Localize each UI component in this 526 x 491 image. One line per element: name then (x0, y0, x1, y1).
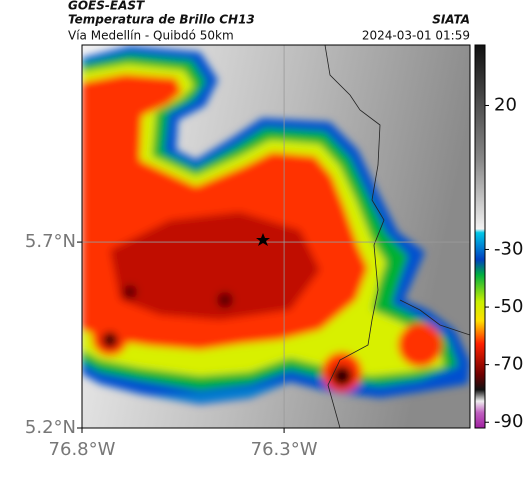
timestamp: 2024-03-01 01:59 (362, 29, 470, 43)
colorbar (474, 44, 486, 429)
region: Vía Medellín - Quibdó 50km (68, 29, 234, 43)
source: SIATA (432, 13, 470, 27)
lat-tick-label: 5.2°N (25, 417, 76, 438)
city-marker (256, 233, 270, 246)
header: GOES-EAST Temperatura de Brillo CH13 Vía… (68, 0, 470, 43)
colorbar-tick-label: -90 (494, 411, 523, 432)
colorbar-tick-label: -70 (494, 354, 523, 375)
colorbar-tick-label: -30 (494, 238, 523, 259)
lon-tick-label: 76.8°W (49, 439, 116, 460)
imagery (82, 45, 470, 428)
lat-tick-label: 5.7°N (25, 231, 76, 252)
lon-tick-label: 76.3°W (251, 439, 318, 460)
map-frame (81, 44, 471, 429)
product: Temperatura de Brillo CH13 (68, 13, 255, 27)
colorbar-tick-label: -50 (494, 296, 523, 317)
colorbar-ticks: 20 -30 -50 -70 -90 (485, 94, 523, 432)
satellite: GOES-EAST (68, 0, 145, 13)
colorbar-tick-label: 20 (494, 94, 517, 115)
